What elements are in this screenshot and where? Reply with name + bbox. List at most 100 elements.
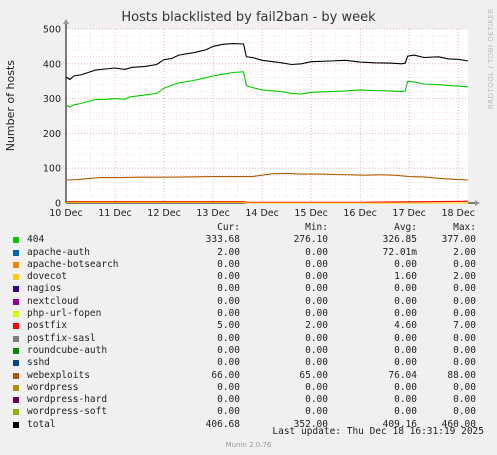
y-tick-label: 500: [43, 25, 61, 36]
legend-min-value: 0.00: [305, 246, 328, 258]
legend-min-value: 276.10: [293, 234, 328, 246]
x-tick-label: 17 Dec: [392, 208, 426, 219]
legend-min-value: 0.00: [305, 406, 328, 418]
legend-min-value: 0.00: [305, 295, 328, 307]
legend-row-apache-auth: apache-auth 2.00 0.00 72.01m 2.00: [12, 247, 482, 259]
legend-avg-value: 0.00: [394, 357, 417, 369]
legend-max-value: 0.00: [453, 357, 476, 369]
legend-min-value: 0.00: [305, 381, 328, 393]
series-line-404: [65, 71, 469, 108]
legend-avg-value: 0.00: [394, 258, 417, 270]
legend-series-name: nextcloud: [27, 295, 79, 307]
legend-series-name: total: [27, 418, 56, 430]
series-line-webexploits: [65, 172, 469, 181]
legend-row-nextcloud: nextcloud 0.00 0.00 0.00 0.00: [12, 296, 482, 308]
legend-row-postfix: postfix 5.00 2.00 4.60 7.00: [12, 320, 482, 332]
legend-swatch: [13, 347, 19, 354]
munin-version: Munin 2.0.76: [225, 441, 272, 449]
legend-avg-value: 326.85: [382, 234, 417, 246]
legend-header-max: Max:: [453, 222, 476, 233]
legend-min-value: 0.00: [305, 394, 328, 406]
legend-header-cur: Cur:: [217, 222, 240, 233]
x-tick-label: 12 Dec: [147, 208, 181, 219]
legend-series-name: sshd: [27, 357, 50, 369]
legend-table: Cur: Min: Avg: Max: 404 333.68 276.10 326.8…: [12, 222, 482, 431]
legend-row-nagios: nagios 0.00 0.00 0.00 0.00: [12, 283, 482, 295]
y-tick-label: 0: [55, 199, 61, 210]
legend-series-name: apache-botsearch: [27, 258, 119, 270]
legend-avg-value: 76.04: [388, 369, 417, 381]
legend-swatch: [13, 274, 19, 281]
legend-max-value: 0.00: [453, 344, 476, 356]
legend-avg-value: 0.00: [394, 283, 417, 295]
x-axis-arrow: [475, 200, 480, 206]
legend-row-webexploits: webexploits 66.00 65.00 76.04 88.00: [12, 370, 482, 382]
legend-avg-value: 0.00: [394, 295, 417, 307]
legend-min-value: 0.00: [305, 332, 328, 344]
legend-series-name: 404: [27, 234, 45, 246]
legend-avg-value: 72.01m: [382, 246, 417, 258]
legend-min-value: 352.00: [293, 418, 328, 430]
legend-row-sshd: sshd 0.00 0.00 0.00 0.00: [12, 357, 482, 369]
y-tick-label: 400: [43, 59, 61, 70]
legend-max-value: 0.00: [453, 406, 476, 418]
legend-series-name: php-url-fopen: [27, 308, 102, 320]
legend-cur-value: 2.00: [217, 246, 240, 258]
legend-min-value: 0.00: [305, 344, 328, 356]
legend-header-min: Min:: [305, 222, 328, 233]
legend-avg-value: 0.00: [394, 308, 417, 320]
legend-row-total: total 406.68 352.00 409.16 460.00: [12, 419, 482, 431]
x-tick-label: 13 Dec: [196, 208, 230, 219]
x-tick-label: 14 Dec: [245, 208, 279, 219]
legend-min-value: 0.00: [305, 357, 328, 369]
legend-swatch: [13, 311, 19, 318]
legend-swatch: [13, 298, 19, 305]
legend-cur-value: 0.00: [217, 357, 240, 369]
legend-swatch: [13, 384, 19, 391]
legend-series-name: postfix: [27, 320, 68, 332]
legend-cur-value: 0.00: [217, 381, 240, 393]
legend-swatch: [13, 372, 19, 379]
legend-swatch: [13, 335, 19, 342]
chart-title: Hosts blacklisted by fail2ban - by week: [121, 10, 376, 25]
legend-max-value: 2.00: [453, 246, 476, 258]
series-line-dovecot: [66, 201, 468, 204]
x-tick-label: 16 Dec: [343, 208, 377, 219]
legend-row-postfix-sasl: postfix-sasl 0.00 0.00 0.00 0.00: [12, 333, 482, 345]
legend-avg-value: 4.60: [394, 320, 417, 332]
series-line-postfix: [66, 200, 469, 203]
legend-cur-value: 5.00: [217, 320, 240, 332]
legend-swatch: [13, 237, 19, 244]
last-update-text: Last update: Thu Dec 18 16:31:19 2025: [272, 426, 484, 437]
legend-cur-value: 0.00: [217, 271, 240, 283]
legend-min-value: 0.00: [305, 258, 328, 270]
legend-min-value: 2.00: [305, 320, 328, 332]
legend-swatch: [13, 397, 19, 404]
y-axis-arrow: [63, 19, 69, 24]
x-tick-label: 18 Dec: [441, 208, 475, 219]
legend-row-wordpress-hard: wordpress-hard 0.00 0.00 0.00 0.00: [12, 394, 482, 406]
legend-max-value: 0.00: [453, 308, 476, 320]
legend-avg-value: 0.00: [394, 406, 417, 418]
legend-swatch: [13, 286, 19, 293]
legend-min-value: 0.00: [305, 308, 328, 320]
y-tick-label: 300: [43, 94, 61, 105]
legend-cur-value: 0.00: [217, 308, 240, 320]
legend-cur-value: 0.00: [217, 295, 240, 307]
legend-max-value: 2.00: [453, 271, 476, 283]
legend-cur-value: 0.00: [217, 283, 240, 295]
legend-min-value: 65.00: [299, 369, 328, 381]
x-tick-label: 11 Dec: [98, 208, 132, 219]
legend-cur-value: 0.00: [217, 406, 240, 418]
legend-row-dovecot: dovecot 0.00 0.00 1.60 2.00: [12, 271, 482, 283]
legend-cur-value: 0.00: [217, 332, 240, 344]
legend-avg-value: 409.16: [382, 418, 417, 430]
legend-max-value: 460.00: [441, 418, 476, 430]
legend-series-name: roundcube-auth: [27, 344, 108, 356]
legend-swatch: [13, 409, 19, 416]
plot-area: 0 100 200 300 400 500 10 Dec 11 Dec 12 Dec 13 Dec…: [43, 19, 480, 219]
legend-avg-value: 0.00: [394, 332, 417, 344]
legend-series-name: dovecot: [27, 271, 68, 283]
series-line-total: [65, 43, 469, 81]
